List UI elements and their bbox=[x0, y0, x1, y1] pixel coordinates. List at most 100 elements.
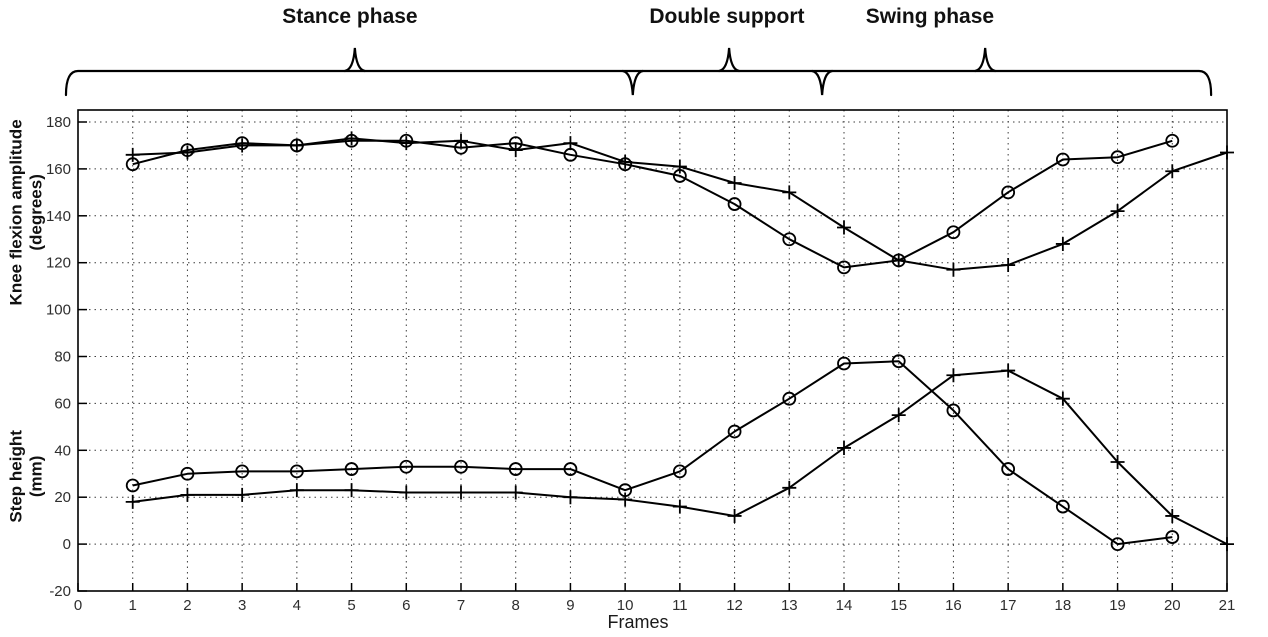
circle-marker bbox=[1055, 152, 1070, 167]
circle-marker bbox=[946, 225, 961, 240]
circle-marker bbox=[289, 464, 304, 479]
plus-marker bbox=[782, 480, 797, 495]
plus-marker bbox=[727, 175, 742, 190]
circle-marker bbox=[672, 464, 687, 479]
plus-marker bbox=[1220, 537, 1234, 552]
circle-marker bbox=[782, 232, 797, 247]
plus-marker bbox=[399, 485, 414, 500]
circle-marker bbox=[837, 356, 851, 371]
step-height-plus-series bbox=[125, 363, 1234, 552]
plus-marker bbox=[289, 138, 304, 153]
plus-marker bbox=[672, 499, 687, 514]
x-tick-label: 19 bbox=[1109, 597, 1126, 614]
gridlines bbox=[78, 110, 1227, 591]
circle-marker bbox=[727, 424, 742, 439]
plus-marker bbox=[235, 487, 250, 502]
x-tick-label: 5 bbox=[347, 597, 355, 614]
x-tick-label: 21 bbox=[1219, 597, 1236, 614]
x-axis-label: Frames bbox=[607, 612, 669, 632]
x-tick-label: 17 bbox=[1000, 597, 1017, 614]
plus-marker bbox=[180, 487, 195, 502]
y-tick-label: 60 bbox=[54, 395, 71, 412]
phase-label-double-support: Double support bbox=[649, 5, 805, 28]
knee-flexion-plus-series bbox=[125, 131, 1234, 277]
circle-marker bbox=[782, 391, 797, 406]
circle-marker bbox=[837, 260, 851, 275]
plot-area bbox=[78, 110, 1227, 591]
circle-marker bbox=[508, 462, 523, 476]
plus-marker bbox=[563, 490, 578, 505]
x-tick-label: 14 bbox=[836, 597, 853, 614]
y-tick-label: 40 bbox=[54, 442, 71, 459]
plus-marker bbox=[508, 485, 523, 500]
plus-marker bbox=[344, 131, 359, 146]
plus-marker bbox=[946, 262, 961, 277]
plus-marker bbox=[891, 253, 906, 268]
x-tick-label: 7 bbox=[457, 597, 465, 614]
plus-marker bbox=[235, 138, 250, 153]
plus-marker bbox=[344, 483, 359, 498]
circle-marker bbox=[563, 462, 578, 476]
x-tick-label: 15 bbox=[890, 597, 907, 614]
x-tick-label: 9 bbox=[566, 597, 574, 614]
plus-marker bbox=[782, 185, 797, 200]
x-tick-label: 2 bbox=[183, 597, 191, 614]
circle-marker bbox=[727, 197, 742, 211]
plus-marker bbox=[837, 220, 851, 235]
plus-marker bbox=[618, 492, 633, 507]
plus-marker bbox=[1001, 258, 1016, 273]
y-tick-label: 0 bbox=[63, 536, 71, 553]
circle-marker bbox=[399, 459, 414, 474]
circle-marker bbox=[1110, 150, 1125, 165]
plus-marker bbox=[125, 494, 140, 509]
x-tick-label: 16 bbox=[945, 597, 962, 614]
circle-marker bbox=[946, 403, 961, 418]
phase-label-stance: Stance phase bbox=[282, 5, 418, 28]
x-tick-label: 8 bbox=[512, 597, 520, 614]
plus-marker bbox=[454, 133, 468, 148]
circle-marker bbox=[125, 478, 140, 493]
plus-marker bbox=[837, 440, 851, 455]
plus-marker bbox=[125, 147, 140, 162]
y-tick-label: 100 bbox=[46, 302, 71, 319]
circle-marker bbox=[344, 462, 359, 476]
axes-box bbox=[77, 109, 1228, 592]
plus-marker bbox=[1165, 508, 1180, 523]
step-height-circle-series bbox=[125, 354, 1180, 551]
y-tick-label: 180 bbox=[46, 114, 71, 131]
x-tick-label: 18 bbox=[1055, 597, 1072, 614]
x-tick-label: 3 bbox=[238, 597, 246, 614]
y-tick-label: 80 bbox=[54, 349, 71, 366]
plus-marker bbox=[563, 136, 578, 151]
circle-marker bbox=[1001, 185, 1016, 200]
circle-marker bbox=[891, 354, 906, 369]
plus-marker bbox=[1001, 363, 1016, 378]
plus-marker bbox=[454, 485, 468, 500]
y-tick-label: 20 bbox=[54, 489, 71, 506]
plus-marker bbox=[1165, 164, 1180, 179]
axis-ticks bbox=[77, 121, 1228, 592]
plus-marker bbox=[672, 159, 687, 174]
circle-marker bbox=[1165, 133, 1180, 148]
plus-marker bbox=[1110, 204, 1125, 219]
circle-marker bbox=[1165, 530, 1180, 544]
x-tick-label: 20 bbox=[1164, 597, 1181, 614]
plus-marker bbox=[508, 143, 523, 158]
plus-marker bbox=[946, 368, 961, 383]
plus-marker bbox=[1055, 391, 1070, 406]
x-tick-label: 1 bbox=[129, 597, 137, 614]
x-tick-label: 11 bbox=[672, 597, 688, 614]
phase-label-swing: Swing phase bbox=[865, 5, 995, 28]
plus-marker bbox=[891, 408, 906, 423]
plus-marker bbox=[289, 483, 304, 498]
circle-marker bbox=[1110, 537, 1125, 551]
x-tick-label: 0 bbox=[74, 597, 82, 614]
x-tick-label: 12 bbox=[726, 597, 743, 614]
plus-marker bbox=[180, 145, 195, 160]
circle-marker bbox=[454, 459, 468, 474]
plus-marker bbox=[1110, 455, 1125, 470]
circle-marker bbox=[180, 466, 195, 481]
